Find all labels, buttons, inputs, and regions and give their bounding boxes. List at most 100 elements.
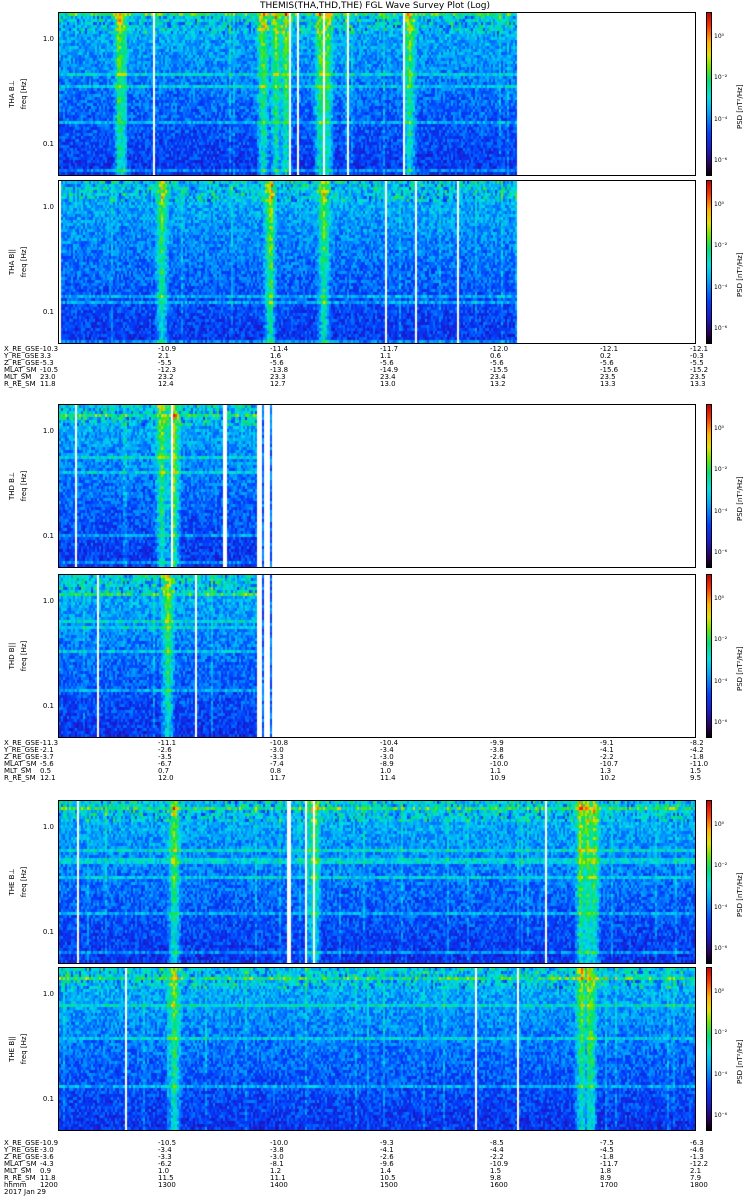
ephemeris-value: -10.0 — [490, 760, 509, 768]
ephemeris-value: 1700 — [600, 1181, 618, 1189]
ephemeris-value: -2.2 — [600, 753, 614, 761]
colorbar-label: PSD [nT²/Hz] — [736, 646, 744, 691]
ephemeris-value: 12.4 — [158, 380, 174, 388]
spectrogram-panel — [58, 12, 696, 176]
colorbar-tick-label: 10⁻⁶ — [714, 325, 728, 332]
ephemeris-row-label: Z_RE_GSE — [4, 359, 40, 367]
freq-axis-label: freq [Hz] — [20, 246, 28, 278]
ephemeris-value: 13.2 — [490, 380, 506, 388]
colorbar-label: PSD [nT²/Hz] — [736, 476, 744, 521]
ephemeris-row: Z_RE_GSE -3.7 -3.5 -3.3 -3.0 -2.6 -2.2 -1.8 — [0, 754, 750, 761]
freq-axis-label: freq [Hz] — [20, 866, 28, 898]
ephemeris-row-label: MLAT_SM — [4, 366, 37, 374]
ephemeris-row: R_RE_SM 11.8 11.5 11.1 10.5 9.8 8.9 7.9 — [0, 1175, 750, 1182]
ephemeris-value: -5.6 — [490, 359, 504, 367]
ephemeris-value: -10.9 — [490, 1160, 509, 1168]
ephemeris-value: -3.5 — [158, 753, 172, 761]
ephemeris-value: 2.1 — [158, 352, 170, 360]
ephemeris-row-label: X_RE_GSE — [4, 345, 40, 353]
ephemeris-value: 0.7 — [158, 767, 170, 775]
ephemeris-value: -4.1 — [600, 746, 614, 754]
ephemeris-value: -10.7 — [600, 760, 619, 768]
ephemeris-value: 1.4 — [380, 1167, 392, 1175]
ephemeris-row: MLAT_SM -4.3 -6.2 -8.1 -9.6 -10.9 -11.7 -12.2 — [0, 1161, 750, 1168]
colorbar-label: PSD [nT²/Hz] — [736, 84, 744, 129]
panel-label: THE B⊥ — [8, 868, 16, 896]
ephemeris-value: 1400 — [270, 1181, 288, 1189]
colorbar-tick-label: 10⁰ — [714, 821, 725, 828]
ephemeris-value: -13.8 — [270, 366, 289, 374]
ephemeris-value: 1.0 — [158, 1167, 170, 1175]
ephemeris-value: -1.8 — [690, 753, 704, 761]
ephemeris-value: 1500 — [380, 1181, 398, 1189]
ephemeris-value: -7.4 — [270, 760, 284, 768]
ephemeris-row-label: R_RE_SM — [4, 1174, 36, 1182]
colorbar-tick-label: 10⁻² — [714, 466, 728, 474]
colorbar-tick-label: 10⁻² — [714, 636, 728, 644]
colorbar — [706, 574, 712, 738]
ephemeris-row-label: Z_RE_GSE — [4, 1153, 40, 1161]
ephemeris-row-label: Z_RE_GSE — [4, 753, 40, 761]
ephemeris-value: -5.6 — [380, 359, 394, 367]
colorbar-tick-label: 10⁻⁴ — [714, 115, 728, 123]
ephemeris-row: Z_RE_GSE -3.6 -3.3 -3.0 -2.6 -2.2 -1.8 -1.3 — [0, 1154, 750, 1161]
colorbar — [706, 180, 712, 344]
colorbar-tick-label: 10⁻⁴ — [714, 283, 728, 291]
ephemeris-value: -10.5 — [40, 366, 59, 374]
ephemeris-value: -0.3 — [690, 352, 704, 360]
y-tick-label: 0.1 — [42, 928, 54, 937]
colorbar-tick-label: 10⁻⁴ — [714, 677, 728, 685]
panel-label: THA B|| — [8, 248, 16, 276]
ephemeris-row: R_RE_SM 11.8 12.4 12.7 13.0 13.2 13.3 13.3 — [0, 381, 750, 388]
colorbar-tick-label: 10⁻⁶ — [714, 549, 728, 556]
colorbar-tick-label: 10⁻⁴ — [714, 903, 728, 911]
ephemeris-value: -6.2 — [158, 1160, 172, 1168]
ephemeris-value: -11.1 — [158, 739, 177, 747]
colorbar-tick-label: 10⁻⁶ — [714, 719, 728, 726]
ephemeris-value: 1800 — [690, 1181, 708, 1189]
colorbar-tick-label: 10⁰ — [714, 425, 725, 432]
ephemeris-value: 8.9 — [600, 1174, 612, 1182]
ephemeris-value: -15.5 — [490, 366, 509, 374]
y-tick-label: 1.0 — [42, 989, 54, 998]
ephemeris-value: 1.3 — [600, 767, 612, 775]
ephemeris-value: -1.3 — [690, 1153, 704, 1161]
ephemeris-value: -3.0 — [380, 753, 394, 761]
ephemeris-value: 23.2 — [158, 373, 174, 381]
ephemeris-value: 13.3 — [600, 380, 616, 388]
ephemeris-row-label: R_RE_SM — [4, 774, 36, 782]
plot-title: THEMIS(THA,THD,THE) FGL Wave Survey Plot… — [260, 1, 490, 11]
ephemeris-value: 13.3 — [690, 380, 706, 388]
panel-label: THA B⊥ — [8, 80, 16, 108]
spectrogram-image — [59, 181, 695, 343]
ephemeris-value: -3.7 — [40, 753, 54, 761]
ephemeris-value: 1200 — [40, 1181, 58, 1189]
colorbar-label: PSD [nT²/Hz] — [736, 872, 744, 917]
ephemeris-value: -6.7 — [158, 760, 172, 768]
spectrogram-panel — [58, 404, 696, 568]
ephemeris-value: 23.3 — [270, 373, 286, 381]
ephemeris-row: MLAT_SM -5.6 -6.7 -7.4 -8.9 -10.0 -10.7 -11.0 — [0, 761, 750, 768]
ephemeris-row: Z_RE_GSE -5.3 -5.5 -5.6 -5.6 -5.6 -5.6 -5.5 — [0, 360, 750, 367]
ephemeris-row-label: R_RE_SM — [4, 380, 36, 388]
ephemeris-value: -8.9 — [380, 760, 394, 768]
ephemeris-value: 0.2 — [600, 352, 612, 360]
ephemeris-row: X_RE_GSE -10.3 -10.9 -11.4 -11.7 -12.0 -12.1 -1… — [0, 346, 750, 353]
ephemeris-value: -1.8 — [600, 1153, 614, 1161]
ephemeris-value: -4.6 — [690, 1146, 704, 1154]
ephemeris-value: 23.0 — [40, 373, 56, 381]
ephemeris-value: 0.5 — [40, 767, 52, 775]
ephemeris-value: 1.0 — [380, 767, 392, 775]
ephemeris-value: -8.2 — [690, 739, 704, 747]
ephemeris-value: -9.6 — [380, 1160, 394, 1168]
ephemeris-value: 1.6 — [270, 352, 282, 360]
ephemeris-value: -7.5 — [600, 1139, 614, 1147]
spectrogram-panel — [58, 800, 696, 964]
colorbar-tick-label: 10⁻⁴ — [714, 1070, 728, 1078]
colorbar-tick-label: 10⁻⁶ — [714, 945, 728, 952]
ephemeris-value: -2.6 — [158, 746, 172, 754]
ephemeris-value: 9.8 — [490, 1174, 502, 1182]
ephemeris-value: 12.1 — [40, 774, 56, 782]
panel-label: THD B⊥ — [8, 471, 16, 501]
ephemeris-value: 1.8 — [600, 1167, 612, 1175]
